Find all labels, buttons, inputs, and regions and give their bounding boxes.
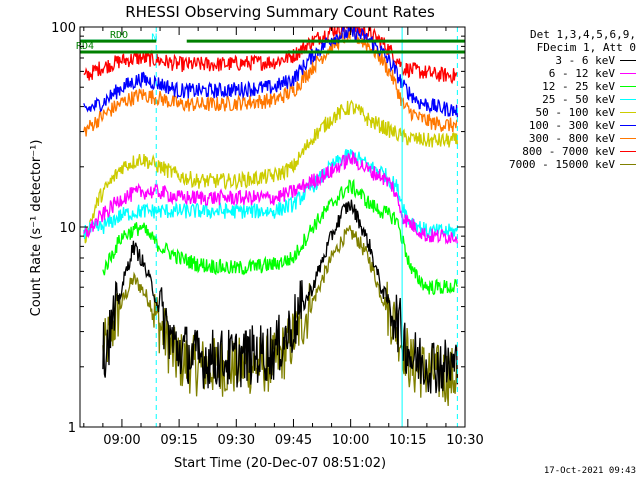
legend-swatch: [620, 112, 636, 113]
legend-entry: 800 - 7000 keV: [478, 145, 636, 158]
state-bar-label: RD4: [76, 41, 94, 52]
legend-swatch: [620, 151, 636, 152]
plot-area: N RDO RD4 1 10 100 09:00 09:15 09:30 09:45 10:00 10…: [51, 21, 484, 448]
legend-entry: 300 - 800 keV: [478, 132, 636, 145]
x-tick-label: 09:15: [160, 433, 197, 448]
series-line-4: [83, 148, 459, 240]
series-line-6: [83, 27, 459, 118]
x-axis-label: Start Time (20-Dec-07 08:51:02): [174, 456, 386, 471]
series-line-8: [83, 27, 458, 85]
x-tick-label: 10:00: [332, 433, 369, 448]
legend-entry-label: 50 - 100 keV: [535, 106, 615, 119]
legend-entry: 25 - 50 keV: [478, 93, 636, 106]
legend-entry-label: 3 - 6 keV: [555, 54, 615, 67]
legend-entry: 12 - 25 keV: [478, 80, 636, 93]
series-line-5: [83, 99, 459, 244]
legend-entry: 3 - 6 keV: [478, 54, 636, 67]
legend-entry-label: 100 - 300 keV: [528, 119, 615, 132]
legend-entry-label: 300 - 800 keV: [528, 132, 615, 145]
y-tick-label: 10: [59, 221, 76, 236]
x-tick-label: 10:30: [446, 433, 483, 448]
legend-header-line: Det 1,3,4,5,6,9,: [530, 28, 636, 41]
series-line-3: [102, 178, 458, 296]
y-axis-label: Count Rate (s⁻¹ detector⁻¹): [29, 140, 44, 317]
series-group: [83, 27, 459, 406]
attenuator-bar-label: N: [151, 33, 157, 44]
legend-entry: 50 - 100 keV: [478, 106, 636, 119]
legend-swatch: [620, 125, 636, 126]
legend-header-line: FDecim 1, Att 0: [536, 41, 636, 54]
legend-swatch: [620, 99, 636, 100]
x-tick-label: 09:30: [218, 433, 255, 448]
legend-swatch: [620, 86, 636, 87]
legend-swatch: [620, 60, 636, 61]
legend-entry: 7000 - 15000 keV: [478, 158, 636, 171]
legend-swatch: [620, 138, 636, 139]
legend-swatch: [620, 164, 636, 165]
state-bar-label: RDO: [110, 30, 128, 41]
series-line-2: [83, 150, 459, 245]
x-tick-label: 10:15: [389, 433, 426, 448]
legend-entry-label: 800 - 7000 keV: [522, 145, 615, 158]
x-tick-label: 09:45: [275, 433, 312, 448]
footer-timestamp: 17-Oct-2021 09:43: [543, 466, 636, 476]
legend-entry-label: 7000 - 15000 keV: [509, 158, 615, 171]
x-tick-label: 09:00: [103, 433, 140, 448]
series-line-1: [102, 199, 459, 394]
y-tick-label: 100: [51, 21, 76, 36]
legend-entry: 100 - 300 keV: [478, 119, 636, 132]
legend-entry: 6 - 12 keV: [478, 67, 636, 80]
legend-entry-label: 6 - 12 keV: [548, 67, 615, 80]
legend-swatch: [620, 73, 636, 74]
series-line-7: [83, 27, 458, 137]
legend-entry-label: 25 - 50 keV: [542, 93, 615, 106]
legend-entry-label: 12 - 25 keV: [542, 80, 615, 93]
chart-title: RHESSI Observing Summary Count Rates: [125, 3, 435, 21]
y-tick-label: 1: [68, 421, 76, 436]
legend: Det 1,3,4,5,6,9, FDecim 1, Att 0 3 - 6 k…: [478, 28, 636, 171]
